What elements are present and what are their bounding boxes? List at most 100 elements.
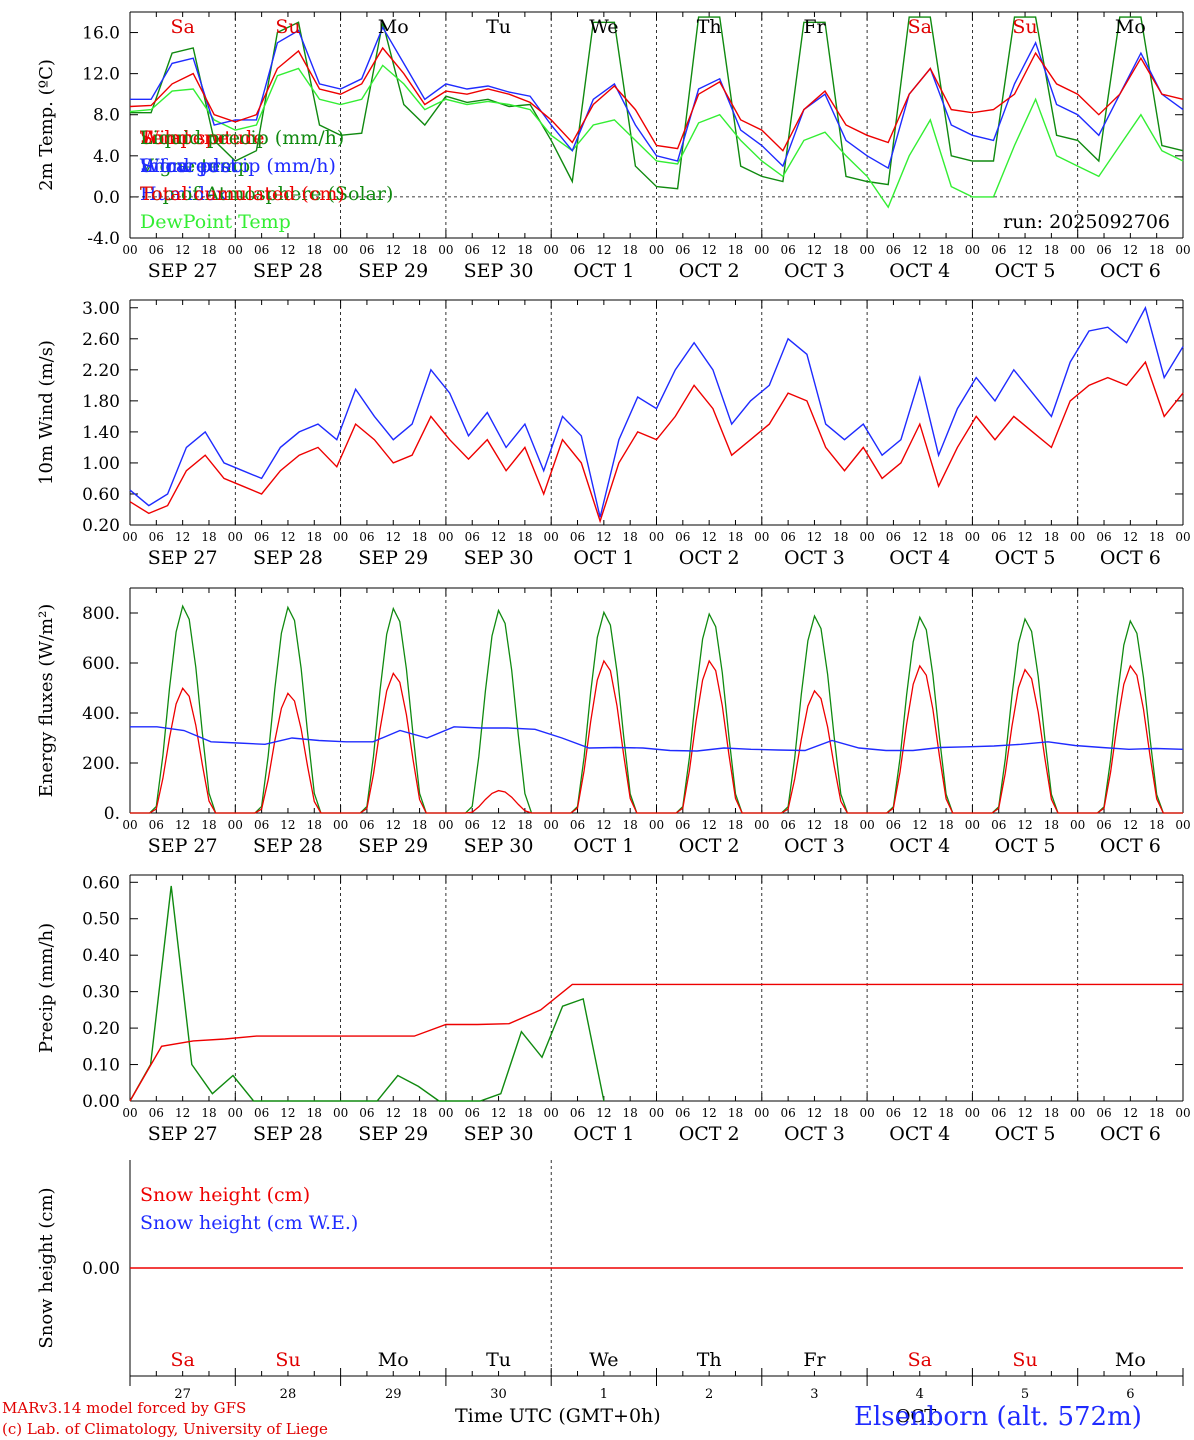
weekday-label: Mo (1115, 1349, 1146, 1371)
hour-tick-label: 06 (886, 530, 901, 544)
date-label: OCT 5 (995, 547, 1056, 569)
y-tick-label: 0.0 (93, 188, 120, 208)
weekday-label: Mo (1115, 16, 1146, 38)
hour-tick-label: 00 (438, 243, 453, 257)
hour-tick-label: 18 (412, 243, 427, 257)
hour-tick-label: 06 (465, 243, 480, 257)
series-wind-gust (129, 305, 1184, 518)
hour-tick-label: 00 (649, 243, 664, 257)
date-label: SEP 28 (253, 260, 323, 282)
legend-entry: Total cumulated (cm) (140, 183, 345, 205)
day-number-label: 29 (385, 1387, 402, 1402)
hour-tick-label: 18 (307, 530, 322, 544)
weekday-label: Su (1012, 1349, 1037, 1371)
weekday-label: Sa (908, 1349, 932, 1371)
hour-tick-label: 00 (1175, 530, 1190, 544)
hour-tick-label: 12 (491, 243, 506, 257)
y-tick-label: 3.00 (82, 299, 120, 319)
hour-tick-label: 06 (1096, 1106, 1111, 1120)
hour-tick-label: 12 (280, 818, 295, 832)
hour-tick-label: 06 (254, 1106, 269, 1120)
weekday-label: Sa (170, 1349, 194, 1371)
date-label: OCT 3 (784, 835, 845, 857)
day-number-label: 2 (705, 1387, 713, 1402)
hour-tick-label: 00 (649, 530, 664, 544)
y-tick-label: 0.10 (82, 1056, 120, 1076)
hour-tick-label: 18 (833, 243, 848, 257)
hour-tick-label: 06 (465, 1106, 480, 1120)
hour-tick-label: 00 (754, 818, 769, 832)
hour-tick-label: 12 (175, 818, 190, 832)
hour-tick-label: 12 (807, 818, 822, 832)
hour-tick-label: 18 (728, 818, 743, 832)
hour-tick-label: 18 (623, 1106, 638, 1120)
y-axis-label: Snow height (cm) (36, 1187, 57, 1348)
hour-tick-label: 18 (307, 818, 322, 832)
hour-tick-label: 12 (596, 1106, 611, 1120)
hour-tick-label: 18 (1149, 1106, 1164, 1120)
date-label: SEP 29 (358, 547, 428, 569)
date-label: SEP 29 (358, 1123, 428, 1145)
hour-tick-label: 18 (412, 1106, 427, 1120)
hour-tick-label: 12 (912, 530, 927, 544)
hour-tick-label: 06 (675, 1106, 690, 1120)
hour-tick-label: 00 (228, 530, 243, 544)
y-tick-label: 0.60 (82, 873, 120, 893)
hour-tick-label: 00 (544, 1106, 559, 1120)
y-axis-label: Energy fluxes (W/m²) (36, 604, 57, 798)
hour-tick-label: 18 (938, 243, 953, 257)
date-label: OCT 2 (679, 835, 740, 857)
date-label: OCT 4 (889, 1123, 950, 1145)
date-label: SEP 29 (358, 260, 428, 282)
hour-tick-label: 00 (965, 1106, 980, 1120)
y-tick-label: -4.0 (87, 229, 120, 249)
date-label: OCT 1 (573, 260, 634, 282)
hour-tick-label: 18 (1149, 818, 1164, 832)
hour-tick-label: 00 (438, 818, 453, 832)
hour-tick-label: 18 (728, 243, 743, 257)
hour-tick-label: 00 (1175, 243, 1190, 257)
legend-entry: Wind speed (140, 127, 252, 149)
series-dewpoint-temp (129, 64, 1184, 209)
hour-tick-label: 12 (1123, 818, 1138, 832)
weekday-label: Tu (486, 1349, 511, 1371)
y-tick-label: 0.00 (82, 1259, 120, 1279)
y-tick-label: 200. (82, 754, 120, 774)
hour-tick-label: 00 (122, 818, 137, 832)
legend-entry: Snow height (cm W.E.) (140, 1212, 358, 1234)
series-temperature (129, 46, 1184, 152)
hour-tick-label: 06 (254, 818, 269, 832)
hour-tick-label: 12 (702, 530, 717, 544)
y-tick-label: 600. (82, 654, 120, 674)
weekday-label: Su (1012, 16, 1037, 38)
date-label: OCT 6 (1100, 835, 1161, 857)
hour-tick-label: 18 (728, 1106, 743, 1120)
y-tick-label: 1.40 (82, 423, 120, 443)
series-wind-speed (129, 360, 1184, 524)
date-label: OCT 2 (679, 260, 740, 282)
series-total-cumulated (129, 983, 1183, 1102)
y-tick-label: 0. (104, 804, 120, 824)
weekday-label: We (589, 1349, 618, 1371)
day-number-label: 4 (916, 1387, 924, 1402)
hour-tick-label: 06 (570, 818, 585, 832)
date-label: OCT 2 (679, 547, 740, 569)
hour-tick-label: 00 (438, 530, 453, 544)
run-label: run: 2025092706 (1003, 211, 1170, 233)
hour-tick-label: 00 (1175, 818, 1190, 832)
hour-tick-label: 12 (912, 243, 927, 257)
hour-tick-label: 12 (280, 530, 295, 544)
series-infrared (130, 726, 1184, 752)
legend-entry: Humidex (140, 183, 227, 205)
date-label: OCT 1 (573, 1123, 634, 1145)
hour-tick-label: 06 (570, 1106, 585, 1120)
hour-tick-label: 06 (991, 818, 1006, 832)
hour-tick-label: 00 (228, 818, 243, 832)
y-axis-label: Precip (mm/h) (36, 923, 57, 1053)
date-label: SEP 27 (148, 1123, 218, 1145)
hour-tick-label: 12 (1123, 530, 1138, 544)
y-tick-label: 0.20 (82, 516, 120, 536)
hour-tick-label: 00 (754, 530, 769, 544)
hour-tick-label: 00 (228, 243, 243, 257)
weekday-label: Fr (803, 1349, 826, 1371)
